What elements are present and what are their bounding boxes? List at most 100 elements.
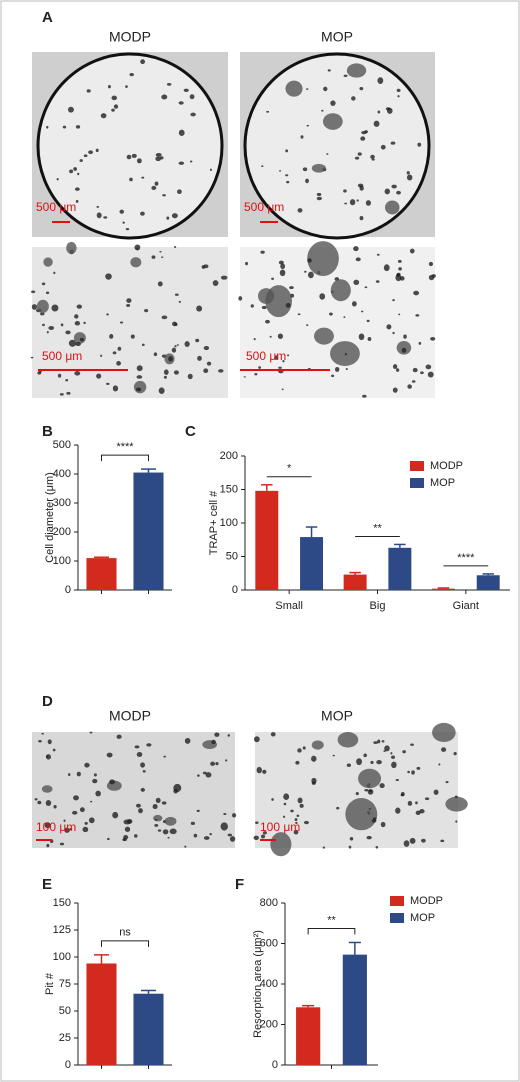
cell <box>197 774 200 777</box>
cell <box>407 770 410 774</box>
y-tick-label: 100 <box>53 951 71 963</box>
cell <box>157 281 163 287</box>
cell <box>210 761 216 766</box>
cell <box>43 257 53 267</box>
cell <box>260 250 265 254</box>
cell <box>364 789 369 792</box>
cell <box>46 125 49 129</box>
cell <box>371 158 375 161</box>
cell <box>411 770 415 775</box>
cell <box>48 326 55 331</box>
cell <box>88 817 95 824</box>
cell <box>386 324 392 330</box>
cell <box>73 795 79 801</box>
x-tick-label: Giant <box>453 600 479 612</box>
y-tick-label: 200 <box>260 1018 278 1030</box>
cell <box>300 135 304 139</box>
cell <box>190 112 196 117</box>
y-tick-label: 150 <box>220 483 238 495</box>
cell <box>345 797 378 831</box>
cell <box>184 737 191 744</box>
cell <box>126 819 133 824</box>
cell <box>403 840 410 847</box>
cell <box>371 818 377 823</box>
cell <box>355 792 359 796</box>
cell <box>346 63 367 78</box>
cell <box>398 313 401 316</box>
annotation: **** <box>116 441 134 453</box>
cell <box>73 332 86 344</box>
cell <box>161 94 168 100</box>
cell <box>367 337 372 342</box>
cell <box>178 129 185 136</box>
cell <box>205 772 212 778</box>
cell <box>189 94 195 100</box>
cell <box>453 752 457 756</box>
cell <box>279 170 282 172</box>
cell <box>425 364 432 370</box>
cell <box>125 227 130 231</box>
cell <box>316 192 322 197</box>
cell <box>77 172 80 176</box>
cell <box>166 83 172 86</box>
cell <box>67 106 74 113</box>
cell <box>396 190 401 195</box>
cell <box>34 798 38 801</box>
cell <box>52 748 56 752</box>
cell <box>178 161 185 165</box>
y-tick-label: 125 <box>53 924 71 936</box>
cell <box>396 88 401 92</box>
cell <box>214 732 220 737</box>
cell <box>331 374 335 378</box>
cell <box>189 160 193 163</box>
cell <box>400 793 404 797</box>
scale-label: 500 μm <box>36 200 76 214</box>
cell <box>256 766 262 774</box>
cell <box>105 273 112 280</box>
cell <box>306 324 309 327</box>
annotation: ** <box>327 914 336 926</box>
cell <box>398 267 402 271</box>
cell <box>428 261 434 267</box>
cell <box>323 86 328 92</box>
cell <box>454 795 458 799</box>
cell <box>327 69 331 72</box>
cell <box>407 384 412 389</box>
cell <box>146 743 152 747</box>
cell <box>36 299 49 313</box>
cell <box>227 833 233 837</box>
cell <box>289 286 294 290</box>
cell <box>152 804 158 810</box>
cell <box>190 821 195 826</box>
cell <box>282 360 285 363</box>
cell <box>109 779 115 785</box>
cell <box>75 125 81 129</box>
cell <box>203 264 209 269</box>
cell <box>136 158 142 164</box>
cell <box>415 801 418 805</box>
cell <box>68 339 77 347</box>
cell <box>31 290 36 294</box>
cell <box>375 280 380 283</box>
cell <box>195 338 200 343</box>
cell <box>88 150 94 155</box>
cell <box>316 196 322 201</box>
bar <box>86 963 117 1065</box>
cell <box>86 89 91 93</box>
cell <box>392 299 395 302</box>
y-tick-label: 200 <box>220 450 238 462</box>
cell <box>126 304 131 307</box>
cell <box>277 333 284 339</box>
cell <box>178 101 184 105</box>
cell <box>311 755 317 762</box>
cell <box>406 171 410 175</box>
cell <box>359 87 364 91</box>
cell <box>106 382 110 385</box>
cell <box>278 260 284 265</box>
cell <box>151 255 156 259</box>
cell <box>69 169 74 174</box>
cell <box>258 288 275 304</box>
cell <box>368 789 373 793</box>
panel-letter: D <box>42 693 53 710</box>
cell <box>344 202 348 205</box>
